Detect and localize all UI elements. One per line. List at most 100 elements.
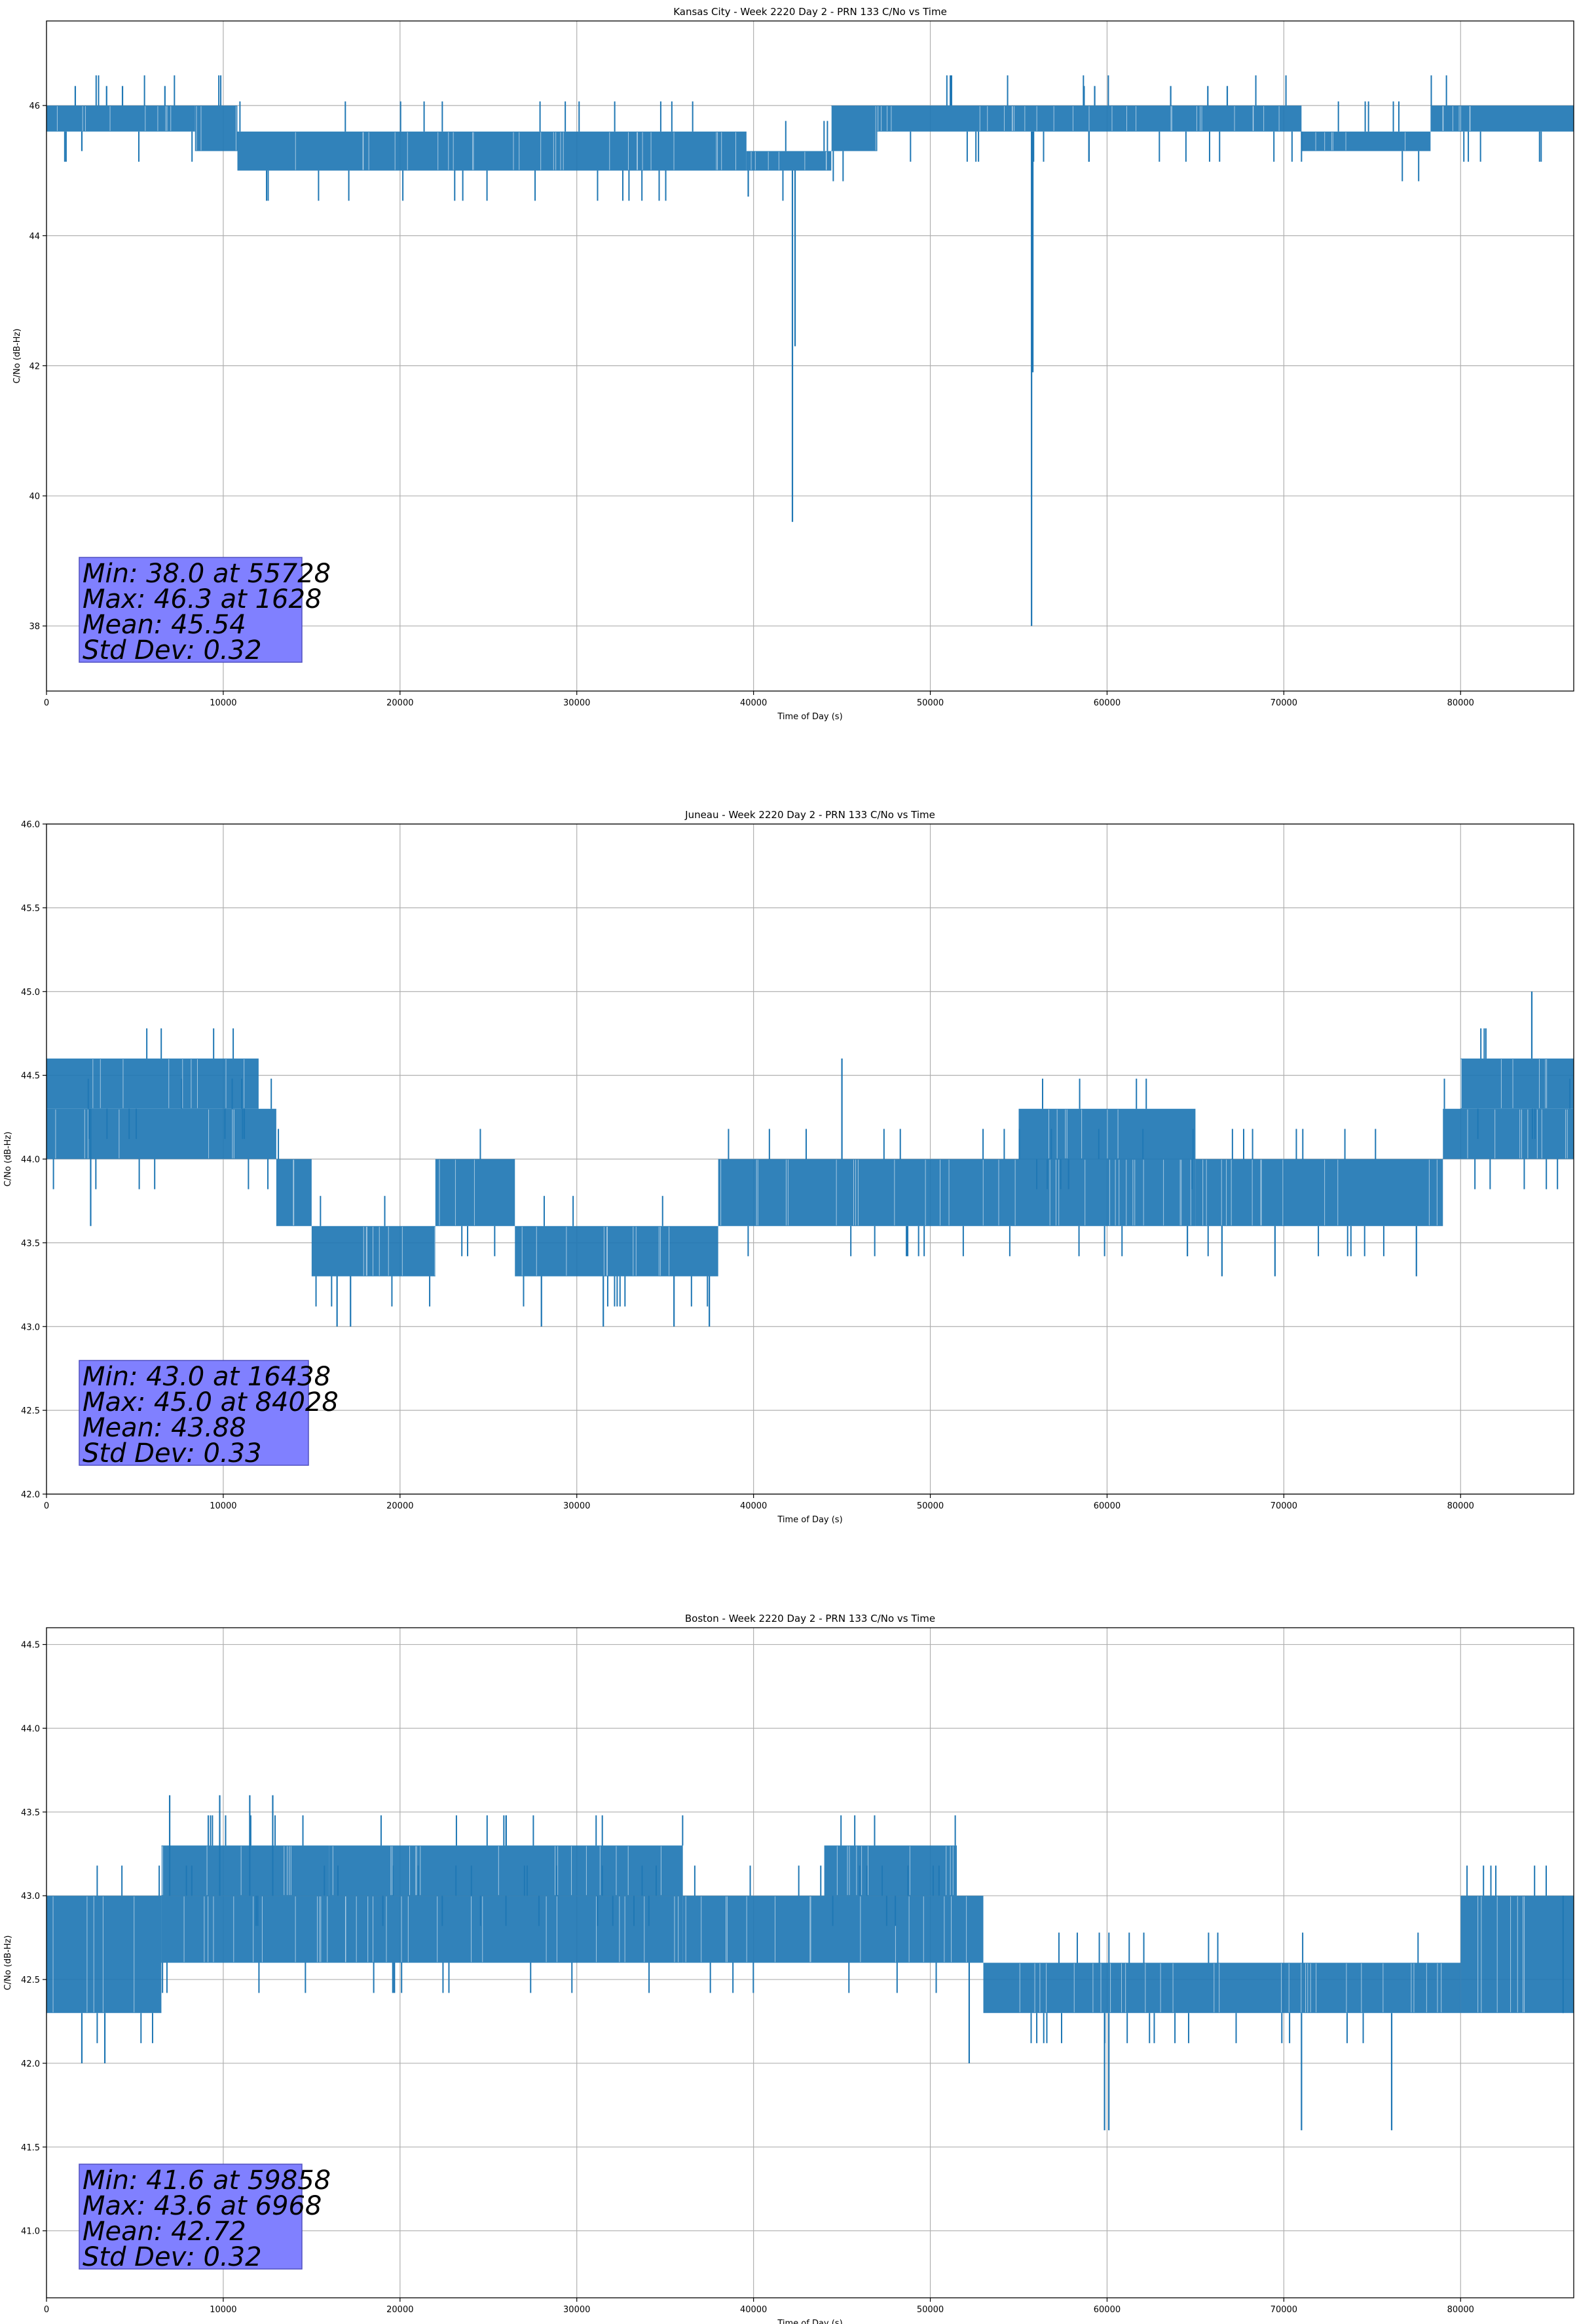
y-tick-label: 43.5 <box>21 1239 40 1248</box>
y-tick-label: 42.5 <box>21 1976 40 1985</box>
chart-panel-1: Kansas City - Week 2220 Day 2 - PRN 133 … <box>12 6 1574 722</box>
y-tick-label: 44.5 <box>21 1072 40 1081</box>
y-tick-label: 45.5 <box>21 904 40 914</box>
x-tick-label: 10000 <box>210 1501 236 1511</box>
data-band <box>983 1962 1461 2014</box>
x-tick-label: 70000 <box>1271 1501 1297 1511</box>
x-axis-label: Time of Day (s) <box>777 2319 842 2324</box>
stats-box <box>79 557 303 663</box>
stats-line: Std Dev: 0.33 <box>83 1438 262 1469</box>
x-tick-label: 10000 <box>210 698 236 708</box>
series-line <box>46 1795 1574 2131</box>
x-tick-label: 60000 <box>1094 2305 1121 2315</box>
x-tick-label: 70000 <box>1271 698 1297 708</box>
x-tick-label: 70000 <box>1271 2305 1297 2315</box>
x-tick-label: 30000 <box>563 2305 590 2315</box>
chart-panel-3: Boston - Week 2220 Day 2 - PRN 133 C/No … <box>3 1613 1574 2324</box>
data-band <box>161 1845 329 1896</box>
y-tick-label: 46 <box>29 102 40 111</box>
data-band <box>46 105 195 132</box>
data-band <box>46 1108 276 1159</box>
stats-line: Mean: 42.72 <box>83 2217 246 2247</box>
y-tick-label: 44.0 <box>21 1155 40 1165</box>
y-tick-label: 41.0 <box>21 2227 40 2237</box>
data-band <box>824 1845 957 1896</box>
x-tick-label: 30000 <box>563 1501 590 1511</box>
x-tick-label: 0 <box>44 1501 49 1511</box>
y-axis-label: C/No (dB-Hz) <box>3 1936 13 1991</box>
chart-panels: Kansas City - Week 2220 Day 2 - PRN 133 … <box>3 6 1574 2324</box>
chart-title: Kansas City - Week 2220 Day 2 - PRN 133 … <box>673 6 947 18</box>
y-tick-label: 42.5 <box>21 1406 40 1416</box>
x-tick-label: 40000 <box>740 1501 767 1511</box>
chart-title: Boston - Week 2220 Day 2 - PRN 133 C/No … <box>685 1613 935 1624</box>
data-band <box>237 131 747 171</box>
series-line <box>46 991 1574 1327</box>
x-tick-label: 40000 <box>740 2305 767 2315</box>
y-axis-label: C/No (dB-Hz) <box>3 1132 13 1187</box>
stats-line: Min: 41.6 at 59858 <box>83 2165 331 2196</box>
y-tick-label: 44 <box>29 232 40 242</box>
data-band <box>831 105 878 151</box>
x-tick-label: 50000 <box>917 698 944 708</box>
y-tick-label: 43.0 <box>21 1892 40 1902</box>
x-tick-label: 50000 <box>917 2305 944 2315</box>
x-tick-label: 40000 <box>740 698 767 708</box>
x-tick-label: 80000 <box>1447 698 1474 708</box>
x-axis-label: Time of Day (s) <box>777 1515 842 1525</box>
y-tick-label: 44.0 <box>21 1724 40 1734</box>
x-tick-label: 30000 <box>563 698 590 708</box>
data-band <box>435 1159 515 1226</box>
data-band <box>1301 131 1431 151</box>
data-band <box>161 1896 683 1963</box>
data-band <box>329 1845 683 1896</box>
x-tick-label: 60000 <box>1094 1501 1121 1511</box>
x-tick-label: 80000 <box>1447 1501 1474 1511</box>
data-band <box>46 1896 162 2014</box>
y-tick-label: 46.0 <box>21 820 40 830</box>
data-band <box>1195 1159 1443 1226</box>
x-tick-label: 50000 <box>917 1501 944 1511</box>
data-band <box>195 105 238 151</box>
data-band <box>1430 105 1574 132</box>
stats-box <box>79 2164 303 2270</box>
stats-line: Mean: 43.88 <box>83 1413 246 1443</box>
y-tick-label: 45.0 <box>21 988 40 998</box>
y-tick-label: 43.5 <box>21 1808 40 1818</box>
x-tick-label: 20000 <box>386 1501 413 1511</box>
stats-line: Std Dev: 0.32 <box>83 2242 262 2272</box>
stats-line: Max: 45.0 at 84028 <box>83 1387 339 1417</box>
x-tick-label: 10000 <box>210 2305 236 2315</box>
data-band <box>1460 1059 1574 1109</box>
data-band <box>46 1059 259 1109</box>
y-tick-label: 41.5 <box>21 2143 40 2153</box>
y-tick-label: 44.5 <box>21 1641 40 1651</box>
x-axis-label: Time of Day (s) <box>777 712 842 722</box>
data-band <box>515 1226 718 1277</box>
y-tick-label: 42 <box>29 362 40 371</box>
stats-line: Max: 46.3 at 1628 <box>83 584 322 614</box>
y-tick-label: 42.0 <box>21 2059 40 2069</box>
axes-frame <box>46 1627 1574 2298</box>
chart-title: Juneau - Week 2220 Day 2 - PRN 133 C/No … <box>684 809 935 821</box>
stats-line: Min: 38.0 at 55728 <box>83 559 331 589</box>
stats-line: Min: 43.0 at 16438 <box>83 1362 331 1392</box>
chart-panel-2: Juneau - Week 2220 Day 2 - PRN 133 C/No … <box>3 809 1574 1525</box>
y-axis-label: C/No (dB-Hz) <box>12 329 22 384</box>
x-tick-label: 0 <box>44 2305 49 2315</box>
y-tick-label: 40 <box>29 492 40 502</box>
axes-frame <box>46 20 1574 692</box>
x-tick-label: 20000 <box>386 698 413 708</box>
y-tick-label: 42.0 <box>21 1490 40 1500</box>
y-tick-label: 38 <box>29 622 40 632</box>
stats-box <box>79 1360 309 1466</box>
x-tick-label: 0 <box>44 698 49 708</box>
series-line <box>46 75 1574 626</box>
data-band <box>746 151 832 171</box>
y-tick-label: 43.0 <box>21 1322 40 1332</box>
data-band <box>718 1159 1196 1226</box>
data-band <box>311 1226 436 1277</box>
x-tick-label: 20000 <box>386 2305 413 2315</box>
stats-line: Max: 43.6 at 6968 <box>83 2191 322 2221</box>
